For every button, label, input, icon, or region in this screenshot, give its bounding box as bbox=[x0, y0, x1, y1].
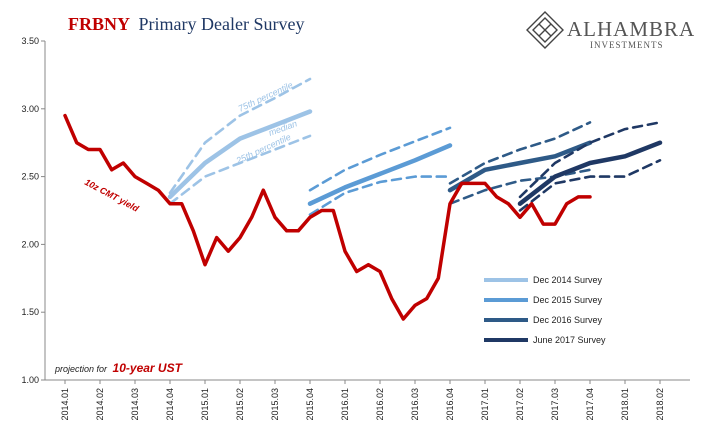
x-tick-label: 2014.04 bbox=[165, 388, 175, 421]
annotation: projection for 10-year UST bbox=[54, 361, 184, 375]
x-tick-label: 2015.01 bbox=[200, 388, 210, 421]
survey-percentile bbox=[448, 121, 592, 185]
annotation-text: projection for bbox=[54, 364, 108, 374]
legend-label: Dec 2015 Survey bbox=[533, 295, 603, 305]
y-tick-label: 2.00 bbox=[21, 239, 39, 249]
x-tick-label: 2018.01 bbox=[620, 388, 630, 421]
x-tick-label: 2015.02 bbox=[235, 388, 245, 421]
series-label: 10z CMT yield bbox=[83, 177, 141, 214]
x-tick-label: 2018.02 bbox=[655, 388, 665, 421]
survey-percentile bbox=[168, 134, 312, 205]
annotation-highlight: 10-year UST bbox=[113, 361, 184, 375]
legend-label: June 2017 Survey bbox=[533, 335, 606, 345]
y-tick-label: 3.00 bbox=[21, 104, 39, 114]
survey-percentile bbox=[308, 126, 452, 192]
y-tick-label: 2.50 bbox=[21, 172, 39, 182]
x-tick-label: 2014.03 bbox=[130, 388, 140, 421]
survey-percentile bbox=[308, 175, 452, 216]
x-tick-label: 2015.04 bbox=[305, 388, 315, 421]
x-tick-label: 2017.02 bbox=[515, 388, 525, 421]
survey-median bbox=[307, 143, 453, 206]
title-text: Primary Dealer Survey bbox=[139, 14, 305, 34]
y-tick-label: 3.50 bbox=[21, 36, 39, 46]
title-brand: FRBNY bbox=[68, 14, 130, 34]
x-tick-label: 2016.01 bbox=[340, 388, 350, 421]
x-tick-label: 2016.04 bbox=[445, 388, 455, 421]
survey-median bbox=[447, 140, 593, 193]
logo-icon bbox=[526, 11, 564, 49]
legend-label: Dec 2016 Survey bbox=[533, 315, 603, 325]
chart-title: FRBNY Primary Dealer Survey bbox=[68, 14, 304, 34]
survey-median bbox=[517, 140, 663, 206]
x-tick-label: 2014.02 bbox=[95, 388, 105, 421]
yield-line bbox=[63, 113, 592, 321]
y-tick-label: 1.00 bbox=[21, 375, 39, 385]
x-tick-label: 2016.03 bbox=[410, 388, 420, 421]
survey-percentile bbox=[518, 159, 662, 212]
x-tick-label: 2015.03 bbox=[270, 388, 280, 421]
survey-percentile bbox=[518, 121, 662, 199]
y-tick-label: 1.50 bbox=[21, 307, 39, 317]
x-tick-label: 2016.02 bbox=[375, 388, 385, 421]
legend-label: Dec 2014 Survey bbox=[533, 275, 603, 285]
x-tick-label: 2017.01 bbox=[480, 388, 490, 421]
x-tick-label: 2017.04 bbox=[585, 388, 595, 421]
logo-name: ALHAMBRA bbox=[567, 17, 695, 41]
x-tick-label: 2017.03 bbox=[550, 388, 560, 421]
survey-percentile bbox=[168, 77, 312, 195]
x-tick-label: 2014.01 bbox=[60, 388, 70, 421]
survey-percentile bbox=[448, 168, 592, 205]
survey-median bbox=[167, 109, 313, 200]
logo-tagline: INVESTMENTS bbox=[590, 40, 664, 50]
annotation: 75th percentile bbox=[237, 80, 295, 114]
